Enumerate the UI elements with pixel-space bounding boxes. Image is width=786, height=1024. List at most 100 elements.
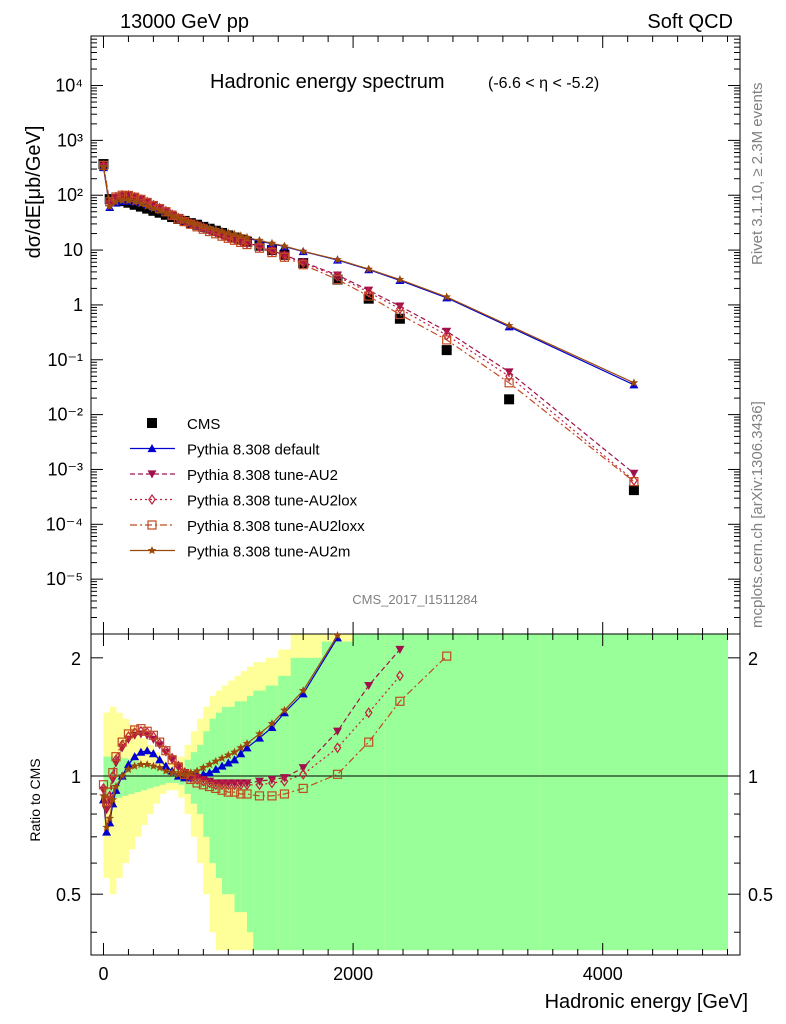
- data-point: [254, 791, 265, 801]
- data-point: [279, 774, 289, 783]
- header-right-label: Soft QCD: [647, 11, 733, 33]
- chart-title: Hadronic energy spectrum: [210, 71, 445, 93]
- ratio-frame: [90, 633, 741, 956]
- data-point: [111, 782, 121, 791]
- data-point: [395, 696, 405, 706]
- data-point: [279, 252, 290, 262]
- data-point: [267, 719, 277, 728]
- data-point: [364, 286, 374, 295]
- data-point: [267, 775, 277, 784]
- data-point: [254, 733, 264, 742]
- data-point: [280, 250, 289, 262]
- data-point: [267, 791, 277, 801]
- y-tick-label: 10⁻⁵: [46, 569, 83, 589]
- data-point: [124, 731, 133, 743]
- data-point: [142, 759, 152, 769]
- data-point: [267, 247, 277, 258]
- data-point: [147, 470, 157, 479]
- main-y-axis-label: dσ/dE[μb/GeV]: [23, 126, 45, 259]
- data-point: [230, 229, 239, 238]
- data-point: [242, 239, 252, 250]
- inner-band-bin: [384, 634, 416, 951]
- legend-item: Pythia 8.308 tune-AU2loxx: [130, 518, 365, 535]
- data-point: [117, 196, 127, 205]
- inner-band-bin: [321, 641, 354, 951]
- y-tick-label: 10⁻²: [47, 405, 83, 425]
- data-point: [217, 753, 227, 762]
- ratio-series-pythia-8-308-tune-au2loxx: [98, 651, 452, 807]
- data-point: [123, 759, 133, 769]
- data-point: [155, 206, 164, 215]
- ratio-series-line: [102, 655, 448, 802]
- legend-label: Pythia 8.308 tune-AU2: [187, 467, 338, 484]
- data-point: [364, 737, 374, 747]
- inner-band-bin: [128, 759, 136, 794]
- ratio-y-tick-label-right: 0.5: [748, 885, 773, 905]
- legend-label: Pythia 8.308 default: [187, 442, 320, 459]
- data-point: [629, 469, 639, 478]
- data-point: [211, 756, 221, 765]
- data-point: [167, 211, 177, 220]
- data-point: [242, 743, 252, 752]
- data-point: [230, 779, 239, 791]
- data-point: [255, 235, 264, 245]
- data-point: [505, 370, 513, 382]
- data-point: [280, 775, 289, 787]
- data-point: [332, 769, 343, 779]
- data-point: [332, 727, 342, 736]
- data-point: [442, 335, 452, 345]
- chart-subtitle: (-6.6 < η < -5.2): [488, 75, 599, 92]
- legend-item: CMS: [147, 416, 220, 433]
- data-point: [255, 241, 264, 253]
- data-point: [105, 787, 115, 797]
- data-point: [136, 759, 146, 769]
- data-point: [395, 645, 405, 655]
- data-point: [364, 291, 374, 301]
- main-plot-series: [98, 159, 639, 496]
- data-point: [108, 770, 117, 782]
- data-point: [112, 754, 120, 766]
- data-point: [224, 779, 233, 791]
- inner-band-bin: [234, 701, 242, 913]
- data-point: [363, 293, 374, 304]
- data-point: [396, 670, 404, 682]
- data-point: [280, 705, 289, 714]
- data-point: [147, 444, 157, 453]
- data-point: [205, 223, 214, 232]
- inner-band-bin: [140, 762, 148, 791]
- y-tick-label: 10⁴: [55, 76, 83, 96]
- data-point: [395, 302, 405, 311]
- legend-item: Pythia 8.308 tune-AU2: [130, 467, 338, 484]
- data-point: [364, 707, 373, 719]
- data-point: [192, 219, 202, 228]
- data-point: [333, 742, 342, 754]
- inner-band-bin: [103, 756, 111, 798]
- data-point: [224, 228, 233, 237]
- data-point: [630, 474, 638, 487]
- data-point: [130, 752, 140, 761]
- inner-band-bin: [415, 634, 479, 951]
- inner-band-bin: [240, 701, 248, 913]
- series-line: [102, 165, 635, 481]
- analysis-label: CMS_2017_I1511284: [352, 592, 478, 607]
- mcplots-label: mcplots.cern.ch [arXiv:1306.3436]: [749, 401, 766, 628]
- data-point: [629, 378, 639, 387]
- inner-band-bin: [540, 634, 729, 951]
- y-tick-label: 10: [63, 240, 83, 260]
- data-point: [205, 759, 214, 769]
- data-point: [504, 394, 515, 405]
- data-point: [224, 750, 233, 759]
- legend-item: Pythia 8.308 tune-AU2m: [130, 544, 350, 561]
- data-point: [298, 260, 308, 270]
- inner-band-bin: [228, 706, 236, 895]
- data-point: [211, 779, 221, 788]
- data-point: [395, 309, 405, 320]
- ratio-plot-axes: 0.5 0.5 1 1 2 2 0 2000 4000: [56, 633, 773, 984]
- data-point: [223, 779, 233, 788]
- data-point: [242, 779, 252, 788]
- data-point: [136, 724, 146, 734]
- data-point: [442, 292, 451, 301]
- data-point: [111, 752, 121, 762]
- data-point: [102, 822, 111, 831]
- data-point: [298, 246, 308, 255]
